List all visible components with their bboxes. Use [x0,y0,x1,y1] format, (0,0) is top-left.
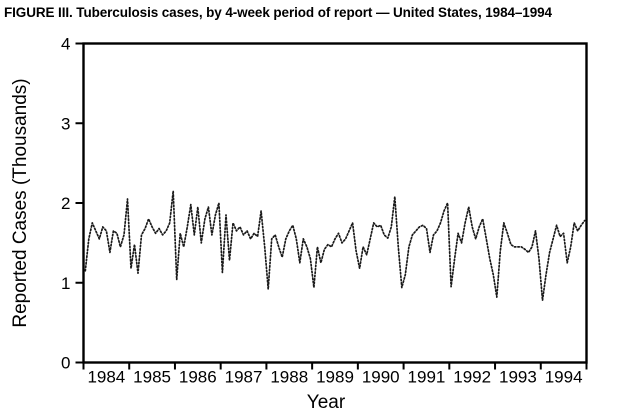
x-tick-label: 1991 [408,368,446,387]
x-tick-label: 1990 [362,368,400,387]
data-line [84,190,586,302]
x-tick-label: 1985 [133,368,171,387]
x-tick-label: 1988 [270,368,308,387]
x-tick-label: 1986 [179,368,217,387]
y-tick-label: 1 [61,274,70,293]
x-tick-label: 1989 [316,368,354,387]
y-tick-label: 2 [61,194,70,213]
x-tick-label: 1984 [87,368,125,387]
x-tick-label: 1994 [545,368,583,387]
y-tick-label: 3 [61,114,70,133]
plot-box [82,42,588,364]
y-axis-title: Reported Cases (Thousands) [10,78,31,327]
x-tick-label: 1993 [499,368,537,387]
x-tick-label: 1992 [453,368,491,387]
y-tick-label: 4 [61,35,70,54]
y-tick-label: 0 [61,354,70,373]
x-axis-title: Year [307,392,346,413]
figure-title: FIGURE III. Tuberculosis cases, by 4-wee… [4,5,552,20]
x-tick-label: 1987 [225,368,263,387]
